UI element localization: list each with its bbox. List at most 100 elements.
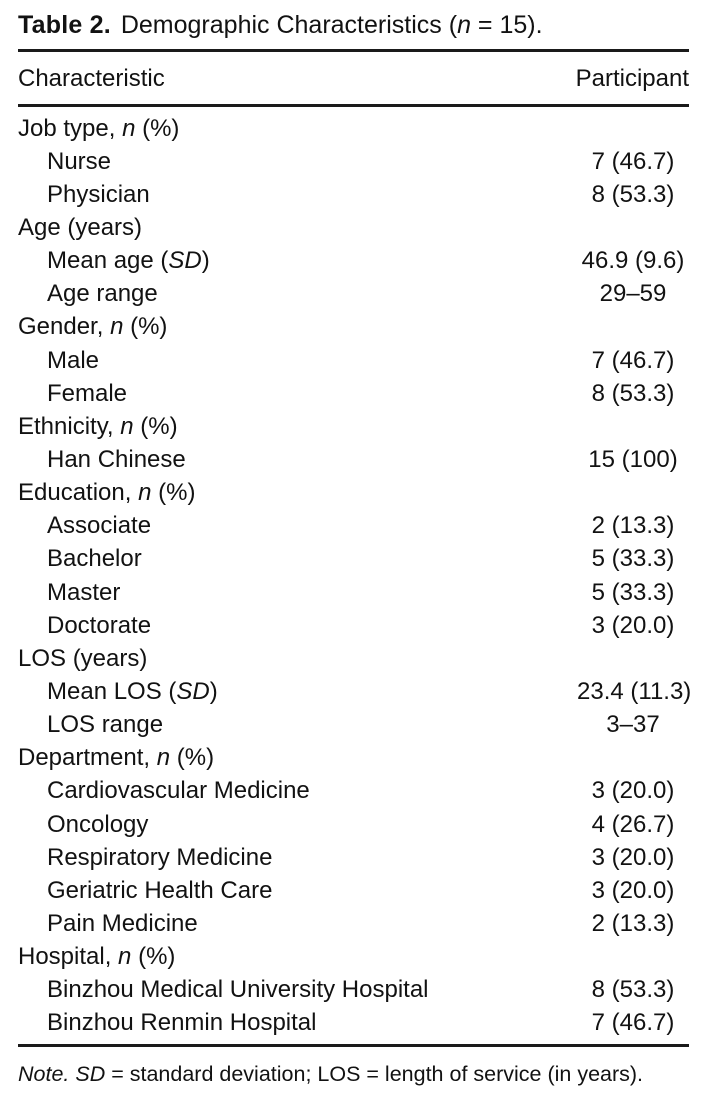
table-row-item: Respiratory Medicine 3 (20.0) (18, 841, 689, 874)
row-label: Respiratory Medicine (18, 844, 577, 872)
row-label: Female (18, 380, 577, 408)
row-label-text: Mean age ( (47, 247, 169, 275)
row-label: Age (years) (18, 214, 577, 242)
table-row-section: Age (years) (18, 211, 689, 244)
row-value: 23.4 (11.3) (577, 677, 692, 705)
table-row-item: Mean LOS (SD) 23.4 (11.3) (18, 675, 692, 708)
row-value: 5 (33.3) (591, 545, 675, 573)
row-label-text: Ethnicity, (18, 412, 121, 440)
row-label-text: Bachelor (47, 545, 142, 573)
row-label-text: Department, (18, 744, 157, 772)
row-label: Pain Medicine (18, 910, 577, 938)
row-value: 3–37 (606, 711, 660, 739)
row-label: Age range (18, 280, 577, 308)
row-label-text: Master (47, 578, 121, 606)
row-value: 4 (26.7) (591, 810, 675, 838)
row-label: Cardiovascular Medicine (18, 777, 577, 805)
row-label-text: Physician (47, 180, 150, 208)
row-label: Education, n (%) (18, 479, 577, 507)
row-value: 3 (20.0) (591, 611, 675, 639)
row-label: Mean age (SD) (18, 247, 577, 275)
row-value: 8 (53.3) (591, 180, 675, 208)
row-label-text: Binzhou Renmin Hospital (47, 1009, 317, 1037)
row-value: 5 (33.3) (591, 578, 675, 606)
row-label: Nurse (18, 148, 577, 176)
row-value: 2 (13.3) (591, 512, 675, 540)
row-label: Mean LOS (SD) (18, 678, 577, 706)
row-label-text: Gender, (18, 313, 111, 341)
table-row-item: Binzhou Renmin Hospital 7 (46.7) (18, 1007, 689, 1040)
table-row-item: Nurse 7 (46.7) (18, 145, 689, 178)
row-value: 3 (20.0) (591, 777, 675, 805)
table-row-item: Physician 8 (53.3) (18, 178, 689, 211)
row-label-text-end: (%) (151, 479, 196, 507)
row-label: Hospital, n (%) (18, 943, 577, 971)
row-label-text: Cardiovascular Medicine (47, 777, 310, 805)
row-label-text: Oncology (47, 810, 149, 838)
row-value: 2 (13.3) (591, 909, 675, 937)
row-label-italic: n (110, 313, 124, 341)
row-value: 29–59 (599, 280, 667, 308)
row-label: Geriatric Health Care (18, 877, 577, 905)
table-row-item: Male 7 (46.7) (18, 344, 689, 377)
row-label-text: Binzhou Medical University Hospital (47, 976, 429, 1004)
row-label-text-end: (%) (123, 313, 168, 341)
row-label-text-end: ) (201, 247, 210, 275)
table-row-item: Geriatric Health Care 3 (20.0) (18, 874, 689, 907)
table-row-item: Mean age (SD) 46.9 (9.6) (18, 245, 689, 278)
top-rule (18, 49, 689, 52)
table-row-section: Hospital, n (%) (18, 941, 689, 974)
bottom-rule (18, 1043, 689, 1047)
table-title-text: Demographic Characteristics ( (120, 11, 458, 39)
row-label-text: Hospital, (18, 943, 119, 971)
row-label-text: Han Chinese (47, 445, 186, 473)
row-label: Master (18, 579, 577, 607)
row-value: 7 (46.7) (591, 346, 675, 374)
row-value: 15 (100) (588, 445, 678, 473)
row-label-text: Job type, (18, 114, 123, 142)
row-label-text: LOS range (47, 711, 164, 739)
row-label-text-end: ) (209, 677, 218, 705)
header-row: Characteristic Participant (18, 52, 689, 104)
row-label-italic: n (122, 114, 136, 142)
row-label-italic: n (120, 412, 134, 440)
row-label: Department, n (%) (18, 744, 577, 772)
row-label: Job type, n (%) (18, 115, 577, 143)
row-label: Bachelor (18, 545, 577, 573)
row-label-text: Education, (18, 479, 139, 507)
table-row-item: Doctorate 3 (20.0) (18, 609, 689, 642)
table-row-section: Gender, n (%) (18, 311, 689, 344)
row-label-text-end: (%) (131, 943, 176, 971)
row-label-text: Age range (47, 280, 158, 308)
header-rule (18, 104, 689, 107)
row-label: Han Chinese (18, 446, 577, 474)
row-label-text: Age (years) (18, 213, 143, 241)
table-row-item: Female 8 (53.3) (18, 377, 689, 410)
row-label: Physician (18, 181, 577, 209)
table-title-n-italic: n (457, 11, 471, 39)
table-title-text-end: = 15). (470, 11, 543, 39)
row-label-italic: n (138, 479, 152, 507)
row-label-italic: n (118, 943, 132, 971)
row-label: Male (18, 347, 577, 375)
note-sd-italic: SD (75, 1061, 106, 1086)
row-label-text: Female (47, 379, 128, 407)
row-label-italic: SD (168, 247, 202, 275)
row-label-text-end: (%) (133, 412, 178, 440)
row-label-text: Geriatric Health Care (47, 876, 273, 904)
row-label-italic: SD (176, 677, 210, 705)
note-label-italic: Note. (18, 1061, 76, 1086)
table-title: Table 2. Demographic Characteristics (n =… (18, 10, 689, 40)
table-row-item: Bachelor 5 (33.3) (18, 543, 689, 576)
row-label: Binzhou Renmin Hospital (18, 1009, 577, 1037)
table-row-item: Master 5 (33.3) (18, 576, 689, 609)
table-row-item: Age range 29–59 (18, 278, 689, 311)
row-label: Doctorate (18, 612, 577, 640)
row-label: Binzhou Medical University Hospital (18, 976, 577, 1004)
row-value: 8 (53.3) (591, 976, 675, 1004)
row-label-text: Pain Medicine (47, 909, 198, 937)
table-title-number: Table 2. (18, 11, 111, 39)
table-row-item: Oncology 4 (26.7) (18, 808, 689, 841)
column-header-participant: Participant (575, 65, 689, 92)
